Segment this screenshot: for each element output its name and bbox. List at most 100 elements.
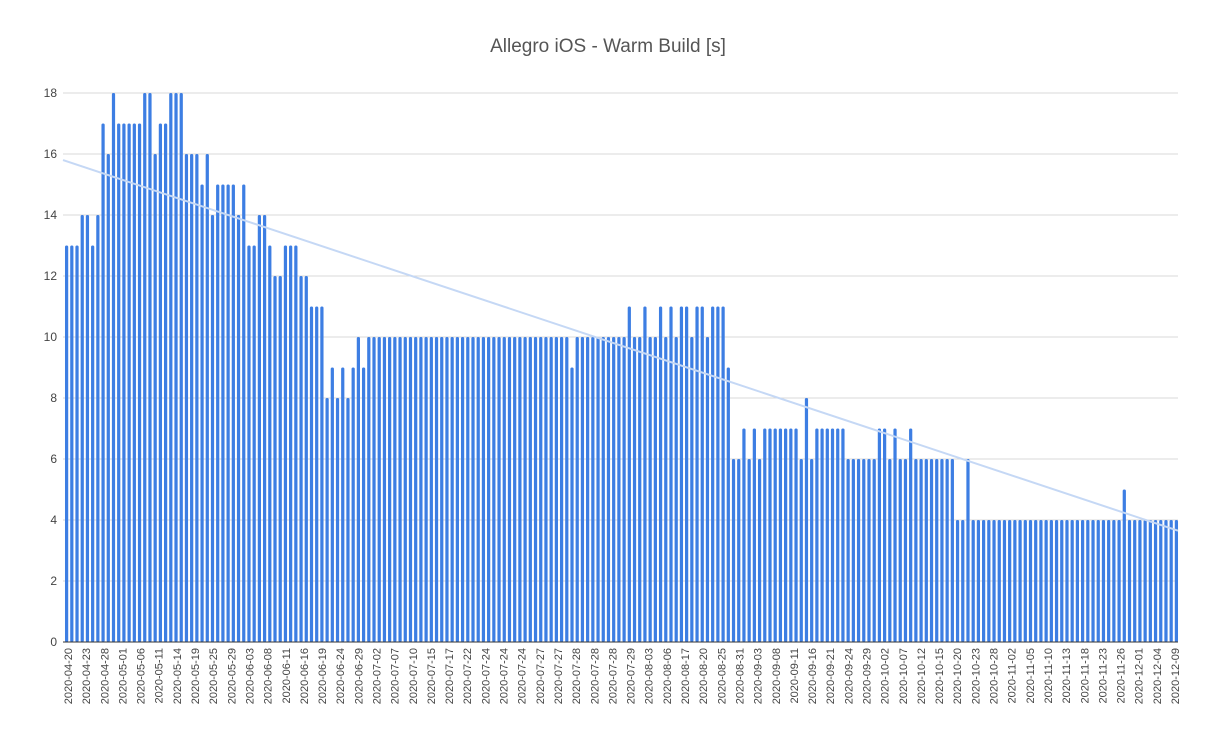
bar: [1174, 520, 1179, 642]
bar: [940, 459, 944, 642]
x-tick-label: 2020-05-19: [190, 648, 202, 704]
bar: [617, 337, 621, 642]
y-tick-label: 14: [44, 208, 58, 222]
bar: [909, 428, 913, 642]
x-tick-label: 2020-11-13: [1061, 648, 1073, 703]
bar: [283, 245, 288, 642]
bar: [757, 459, 762, 642]
bar: [747, 459, 751, 642]
bar: [153, 154, 157, 642]
bar: [976, 520, 981, 642]
bar: [356, 337, 360, 642]
x-tick-label: 2020-06-08: [263, 648, 275, 704]
x-tick-label: 2020-07-02: [372, 648, 384, 704]
bar: [1049, 520, 1053, 642]
x-tick-label: 2020-07-27: [535, 648, 547, 704]
bar: [867, 459, 871, 642]
bar: [742, 428, 746, 642]
x-tick-label: 2020-09-03: [753, 648, 765, 704]
bar: [257, 215, 261, 642]
bar: [127, 123, 131, 642]
x-tick-label: 2020-07-22: [462, 648, 474, 704]
bar: [648, 337, 652, 642]
bar: [96, 215, 100, 642]
bar: [638, 337, 642, 642]
bar: [190, 154, 194, 642]
y-tick-label: 4: [50, 513, 57, 527]
bar: [784, 428, 788, 642]
bar: [278, 276, 282, 642]
bar: [768, 428, 772, 642]
x-tick-label: 2020-05-06: [136, 648, 148, 704]
bar: [778, 428, 783, 642]
bar: [1018, 520, 1022, 642]
x-tick-label: 2020-05-11: [154, 648, 166, 703]
x-tick-label: 2020-07-28: [589, 648, 601, 704]
bar: [210, 215, 215, 642]
x-tick-label: 2020-11-05: [1025, 648, 1037, 703]
y-tick-label: 6: [50, 452, 57, 466]
x-axis-ticks: 2020-04-20 2020-04-23 2020-04-28 2020-05-01…: [63, 648, 1182, 704]
bar: [231, 184, 235, 642]
bar: [434, 337, 439, 642]
bar: [460, 337, 465, 642]
bar: [424, 337, 428, 642]
bar: [815, 428, 819, 642]
x-tick-label: 2020-07-07: [390, 648, 402, 704]
bar: [632, 337, 637, 642]
x-tick-label: 2020-08-25: [716, 648, 728, 704]
bar: [341, 367, 345, 642]
bar: [955, 520, 960, 642]
x-tick-label: 2020-07-17: [444, 648, 456, 704]
bar: [137, 123, 142, 642]
bar: [825, 428, 829, 642]
x-tick-label: 2020-11-18: [1079, 648, 1091, 703]
bar: [445, 337, 449, 642]
bar: [440, 337, 444, 642]
bar: [846, 459, 850, 642]
bar: [315, 306, 319, 642]
bar: [669, 306, 673, 642]
bar: [695, 306, 699, 642]
x-tick-label: 2020-04-20: [63, 648, 75, 704]
bar: [773, 428, 777, 642]
bar: [565, 337, 569, 642]
bar: [492, 337, 496, 642]
bar: [664, 337, 668, 642]
bar: [487, 337, 491, 642]
x-tick-label: 2020-06-16: [299, 648, 311, 704]
bar: [1112, 520, 1116, 642]
bar: [299, 276, 303, 642]
bar: [862, 459, 866, 642]
bar: [643, 306, 647, 642]
x-tick-label: 2020-09-24: [843, 648, 855, 704]
x-tick-label: 2020-11-02: [1007, 648, 1019, 703]
bar: [731, 459, 736, 642]
bar: [1159, 520, 1163, 642]
bar: [1039, 520, 1043, 642]
bar: [122, 123, 126, 642]
y-axis-ticks: 0 2 4 6 8 10 12 14 16 18: [44, 86, 58, 649]
bar: [841, 428, 845, 642]
bar: [382, 337, 387, 642]
x-tick-label: 2020-08-03: [644, 648, 656, 704]
bar: [851, 459, 855, 642]
x-tick-label: 2020-05-14: [172, 648, 184, 704]
bar: [262, 215, 267, 642]
bar: [1122, 489, 1126, 642]
x-tick-label: 2020-12-04: [1152, 648, 1164, 704]
bar: [143, 93, 147, 642]
x-tick-label: 2020-07-28: [607, 648, 619, 704]
bar: [1023, 520, 1027, 642]
bar: [304, 276, 308, 642]
bar: [987, 520, 991, 642]
bar: [586, 337, 590, 642]
bar: [325, 398, 329, 642]
bar: [804, 398, 809, 642]
bar: [393, 337, 397, 642]
bar: [752, 428, 756, 642]
bar: [85, 215, 90, 642]
bar: [789, 428, 793, 642]
bar: [1034, 520, 1038, 642]
bar: [799, 459, 803, 642]
